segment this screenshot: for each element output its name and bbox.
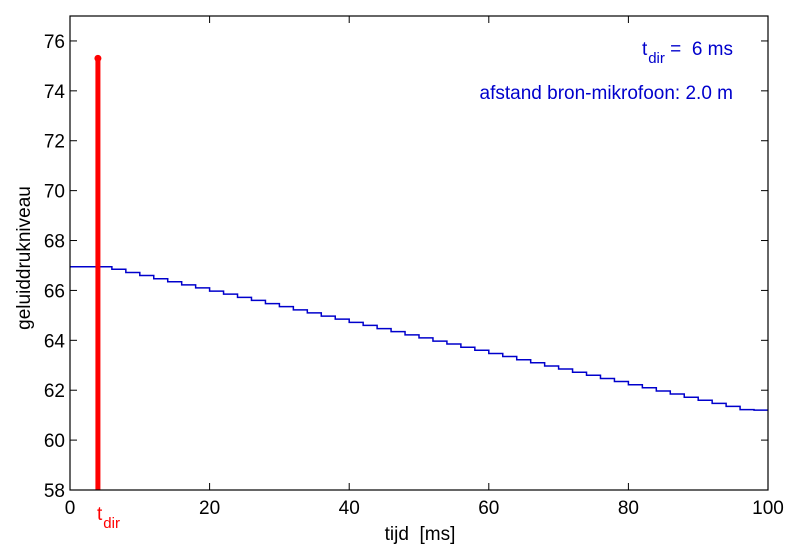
direct-sound-marker-label: tdir <box>97 504 120 532</box>
y-tick-label: 60 <box>44 431 65 452</box>
direct-sound-peak-point <box>94 54 102 62</box>
plot-frame <box>69 15 769 491</box>
y-tick-label: 58 <box>44 481 65 502</box>
x-tick-label: 80 <box>618 498 639 519</box>
info-distance: afstand bron-mikrofoon: 2.0 m <box>480 83 733 104</box>
y-tick-label: 72 <box>44 132 65 153</box>
y-tick-label: 70 <box>44 182 65 203</box>
info-t-value: = 6 ms <box>665 39 733 60</box>
y-tick-label: 62 <box>44 381 65 402</box>
x-tick-label: 60 <box>478 498 499 519</box>
x-tick-label: 40 <box>339 498 360 519</box>
info-direct-time: tdir = 6 ms <box>642 39 733 67</box>
x-axis: 0 20 40 60 80 100 <box>65 16 784 519</box>
y-tick-label: 68 <box>44 232 65 253</box>
series-layer <box>70 54 768 490</box>
marker-main: t <box>97 504 103 525</box>
decay-series-line <box>70 265 768 411</box>
y-axis-label: geluiddrukniveau <box>14 186 35 330</box>
info-t-main: t <box>642 39 648 60</box>
info-t-sub: dir <box>648 50 665 67</box>
y-tick-label: 74 <box>44 82 66 103</box>
x-tick-label: 0 <box>65 498 76 519</box>
y-tick-label: 76 <box>44 32 65 53</box>
x-tick-label: 100 <box>752 498 784 519</box>
plot-area <box>70 16 768 490</box>
y-tick-label: 66 <box>44 281 65 302</box>
y-axis: 58 60 62 64 66 68 70 72 74 76 <box>44 32 768 502</box>
y-tick-label: 64 <box>44 331 66 352</box>
x-tick-label: 20 <box>199 498 220 519</box>
marker-sub: dir <box>103 515 120 532</box>
x-axis-label: tijd [ms] <box>385 524 456 545</box>
